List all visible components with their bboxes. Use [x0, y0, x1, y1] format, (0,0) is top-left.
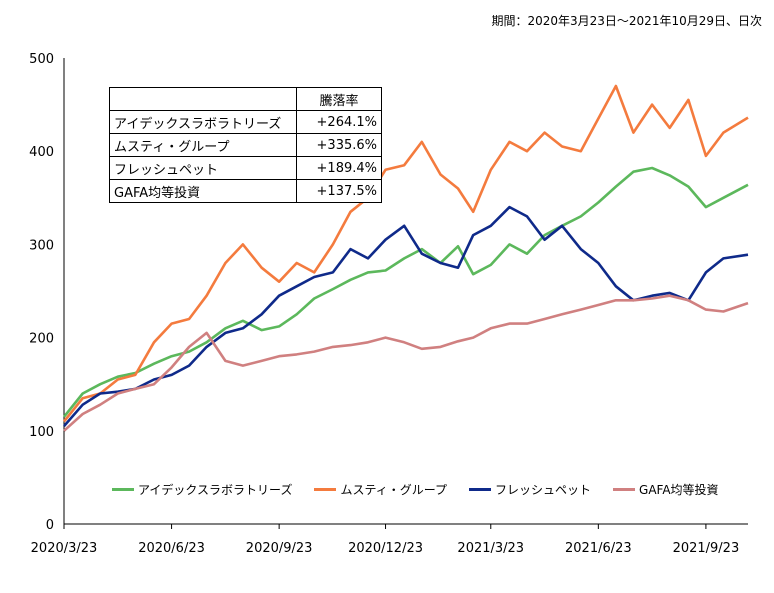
y-tick-label: 300 [29, 238, 54, 253]
legend-swatch [469, 488, 492, 491]
legend-swatch [314, 488, 337, 491]
row-value: +335.6% [296, 133, 382, 157]
series-line [62, 166, 749, 418]
legend-item: アイデックスラボラトリーズ [112, 481, 292, 498]
table-corner [109, 87, 297, 111]
table-row: フレッシュペット +189.4% [109, 156, 382, 180]
legend-item: フレッシュペット [469, 481, 591, 498]
legend-label: ムスティ・グループ [340, 483, 448, 497]
legend-swatch [112, 488, 134, 491]
y-tick-label: 400 [29, 145, 54, 160]
series-lines [62, 84, 749, 432]
row-value: +137.5% [296, 179, 382, 203]
legend-label: フレッシュペット [495, 483, 592, 497]
y-tick-label: 0 [46, 518, 54, 533]
x-tick-label: 2020/6/23 [138, 541, 205, 556]
row-value: +264.1% [296, 110, 382, 134]
x-tick-label: 2021/3/23 [457, 541, 524, 556]
x-tick-label: 2021/6/23 [565, 541, 632, 556]
period-note: 期間：2020年3月23日～2021年10月29日、日次 [491, 14, 762, 28]
x-tick-label: 2020/9/23 [246, 541, 313, 556]
y-tick-label: 200 [29, 332, 54, 347]
series-line [63, 205, 749, 427]
table-row: アイデックスラボラトリーズ +264.1% [109, 110, 382, 134]
table-header-row: 騰落率 [109, 87, 382, 111]
row-name: フレッシュペット [109, 156, 297, 180]
table-row: GAFA均等投資 +137.5% [109, 179, 382, 203]
table-row: ムスティ・グループ +335.6% [109, 133, 382, 157]
row-name: アイデックスラボラトリーズ [109, 110, 297, 134]
legend-swatch [613, 488, 636, 491]
y-tick-label: 100 [29, 425, 54, 440]
series-line [62, 84, 749, 423]
axes: 0 100 200 300 400 500 2020/3/23 2020/6/23 2020/9… [29, 52, 748, 556]
legend-label: GAFA均等投資 [639, 483, 719, 497]
legend-label: アイデックスラボラトリーズ [138, 483, 293, 497]
table-header: 騰落率 [296, 87, 382, 111]
row-value: +189.4% [296, 156, 382, 180]
legend-item: GAFA均等投資 [613, 481, 719, 498]
x-tick-label: 2021/9/23 [673, 541, 740, 556]
x-tick-label: 2020/3/23 [31, 541, 98, 556]
y-tick-label: 500 [29, 52, 54, 67]
x-tick-label: 2020/12/23 [348, 541, 423, 556]
performance-table: 騰落率 アイデックスラボラトリーズ +264.1% ムスティ・グループ +335… [109, 87, 382, 203]
row-name: ムスティ・グループ [109, 133, 297, 157]
legend-item: ムスティ・グループ [314, 481, 447, 498]
legend: アイデックスラボラトリーズ ムスティ・グループ フレッシュペット GAFA均等投… [112, 481, 719, 498]
row-name: GAFA均等投資 [109, 179, 297, 203]
series-line [63, 294, 749, 432]
